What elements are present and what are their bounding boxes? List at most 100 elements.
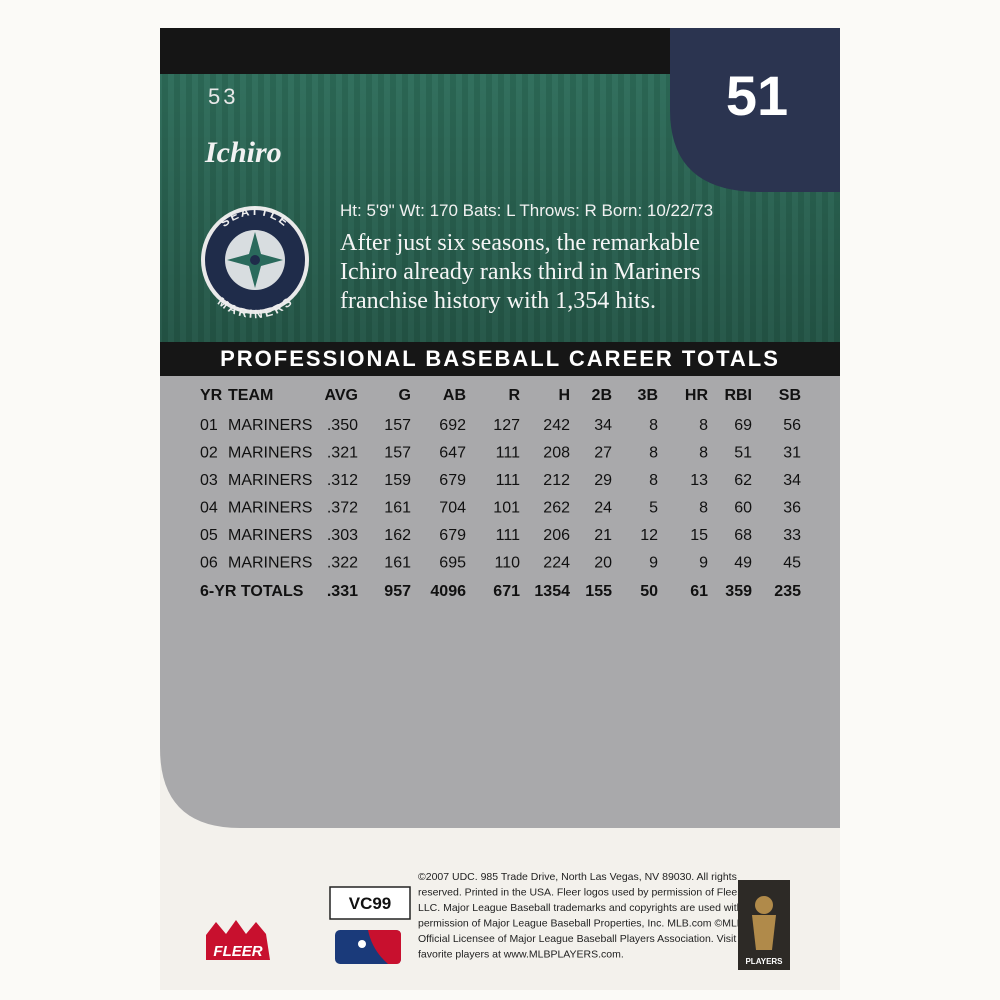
code-box [329, 886, 411, 920]
table-cell: 12 [640, 527, 658, 544]
legal-line: permission of Major League Baseball Prop… [418, 918, 760, 930]
table-cell: 162 [384, 527, 411, 544]
table-cell: 45 [783, 555, 801, 572]
blurb-line: Ichiro already ranks third in Mariners [340, 259, 701, 285]
totals-cell: 235 [774, 583, 801, 600]
table-cell: 212 [543, 472, 570, 489]
table-cell: 110 [494, 555, 520, 572]
table-cell: 31 [783, 445, 801, 462]
totals-cell: 957 [384, 583, 411, 600]
table-cell: 157 [384, 445, 411, 462]
totals-cell: 155 [585, 583, 612, 600]
totals-cell: 50 [640, 583, 658, 600]
table-cell: 36 [783, 500, 801, 517]
table-cell: 04 [200, 500, 218, 517]
table-cell: 49 [734, 555, 752, 572]
column-header: HR [685, 387, 709, 404]
column-header: SB [779, 387, 801, 404]
legal-line: LLC. Major League Baseball trademarks an… [418, 902, 743, 914]
table-cell: MARINERS [228, 527, 312, 544]
legal-line: ©2007 UDC. 985 Trade Drive, North Las Ve… [418, 871, 737, 883]
table-cell: 01 [200, 417, 218, 434]
legal-line: favorite players at www.MLBPLAYERS.com. [418, 949, 624, 961]
table-cell: 224 [543, 555, 570, 572]
totals-cell: 1354 [534, 583, 570, 600]
table-cell: 208 [543, 445, 570, 462]
table-cell: .321 [327, 445, 358, 462]
table-cell: .322 [327, 555, 358, 572]
card-number: 53 [208, 84, 238, 109]
blurb-line: After just six seasons, the remarkable [340, 230, 700, 256]
players-text: PLAYERS [745, 957, 783, 966]
column-header: RBI [724, 387, 752, 404]
table-cell: 206 [543, 527, 570, 544]
table-cell: 51 [734, 445, 752, 462]
table-cell: 20 [594, 555, 612, 572]
legal-text: ©2007 UDC. 985 Trade Drive, North Las Ve… [418, 871, 760, 961]
column-header: 3B [638, 387, 658, 404]
blurb-line: franchise history with 1,354 hits. [340, 288, 656, 314]
table-cell: 8 [699, 500, 708, 517]
table-cell: 29 [594, 472, 612, 489]
table-cell: 9 [699, 555, 708, 572]
team-logo: SEATTLE MARINERS [201, 204, 309, 321]
table-cell: 704 [439, 500, 466, 517]
table-cell: MARINERS [228, 417, 312, 434]
totals-cell: 61 [690, 583, 708, 600]
title-bar [160, 342, 840, 376]
top-bar [160, 28, 680, 74]
table-cell: 69 [734, 417, 752, 434]
table-cell: 157 [384, 417, 411, 434]
fleer-logo [206, 920, 270, 960]
table-cell: 5 [649, 500, 658, 517]
column-header: H [558, 387, 570, 404]
totals-label: 6-YR TOTALS [200, 583, 304, 600]
players-logo: PLAYERS [738, 880, 790, 970]
table-cell: 03 [200, 472, 218, 489]
legal-line: reserved. Printed in the USA. Fleer logo… [418, 887, 743, 899]
table-cell: 33 [783, 527, 801, 544]
column-header: AB [443, 387, 466, 404]
table-cell: .312 [327, 472, 358, 489]
table-cell: 8 [699, 445, 708, 462]
jersey-number: 51 [726, 64, 788, 127]
column-header: G [399, 387, 411, 404]
totals-cell: 359 [725, 583, 752, 600]
table-cell: 02 [200, 445, 218, 462]
jersey-panel [670, 28, 840, 192]
table-cell: MARINERS [228, 555, 312, 572]
table-cell: 34 [594, 417, 612, 434]
column-header: R [508, 387, 520, 404]
table-cell: 62 [734, 472, 752, 489]
blurb: After just six seasons, the remarkable Ic… [340, 230, 701, 314]
totals-cell: 671 [493, 583, 520, 600]
card-code: VC99 [349, 894, 392, 913]
table-cell: 111 [496, 472, 520, 489]
table-cell: 9 [649, 555, 658, 572]
table-cell: .372 [327, 500, 358, 517]
table-cell: 60 [734, 500, 752, 517]
table-cell: 101 [493, 500, 520, 517]
table-cell: 679 [439, 472, 466, 489]
table-cell: 242 [543, 417, 570, 434]
table-cell: 34 [783, 472, 801, 489]
table-cell: MARINERS [228, 445, 312, 462]
brand: FLEER [213, 943, 262, 960]
table-cell: 27 [594, 445, 612, 462]
table-cell: 111 [496, 527, 520, 544]
table-cell: 695 [439, 555, 466, 572]
table-cell: 161 [384, 555, 411, 572]
table-cell: 05 [200, 527, 218, 544]
table-cell: 679 [439, 527, 466, 544]
column-header: TEAM [228, 387, 273, 404]
table-cell: 161 [384, 500, 411, 517]
table-cell: 692 [439, 417, 466, 434]
table-cell: 8 [649, 445, 658, 462]
totals-cell: .331 [327, 583, 358, 600]
table-cell: .350 [327, 417, 358, 434]
table-cell: MARINERS [228, 472, 312, 489]
table-cell: .303 [327, 527, 358, 544]
table-cell: 56 [783, 417, 801, 434]
table-cell: 8 [649, 417, 658, 434]
